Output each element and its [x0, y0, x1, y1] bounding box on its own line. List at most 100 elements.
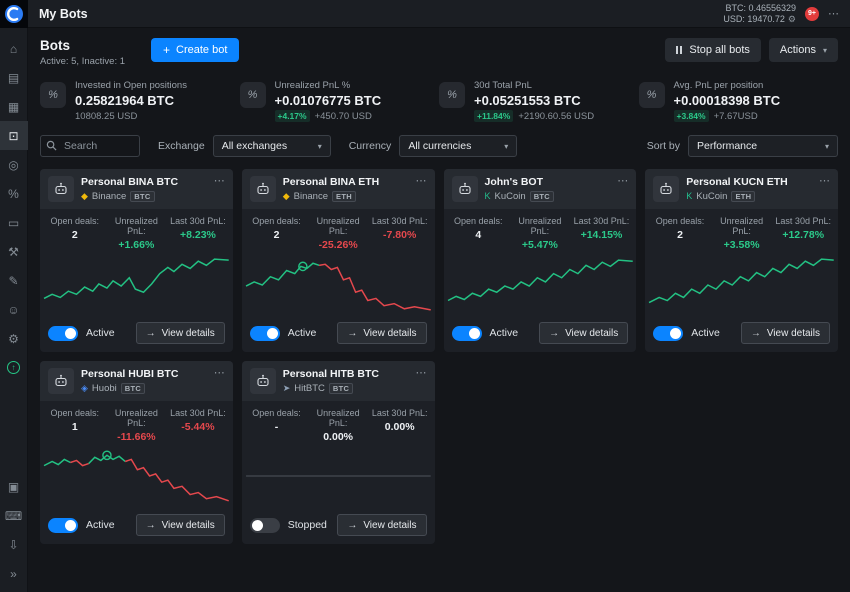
stat-label: 30d Total PnL — [474, 80, 532, 91]
sidebar-item-downloads[interactable]: ⇩ — [0, 530, 28, 559]
stat-usd-value: +7.67USD — [713, 110, 758, 122]
percent-icon: % — [239, 82, 266, 108]
sidebar-item-tools[interactable]: ⚒ — [0, 237, 28, 266]
open-deals-value: - — [274, 421, 279, 433]
balance-settings-gear-icon[interactable]: ⚙ — [787, 13, 796, 24]
bot-card-footer: Active → View details — [242, 315, 435, 352]
unrealized-pnl-value: +3.58% — [723, 239, 760, 251]
unrealized-pnl-label: Unrealized PnL: — [316, 408, 360, 428]
plus-icon: + — [163, 43, 171, 57]
actions-dropdown-button[interactable]: Actions ▾ — [768, 38, 838, 62]
sort-by-select[interactable]: Performance ▾ — [688, 135, 838, 157]
unrealized-pnl-value: -11.66% — [117, 431, 156, 443]
view-details-button[interactable]: → View details — [740, 322, 830, 344]
sidebar-item-home[interactable]: ⌂ — [0, 34, 28, 63]
open-deals-label: Open deals: — [50, 216, 100, 226]
card-more-menu[interactable]: ⋯ — [415, 367, 427, 379]
stat-usd-line: 10808.25 USD — [75, 110, 187, 122]
sidebar-item-smart-trade[interactable]: ◎ — [0, 150, 28, 179]
card-more-menu[interactable]: ⋯ — [415, 175, 427, 187]
view-details-button[interactable]: → View details — [135, 322, 225, 344]
portfolio-icon: ▭ — [7, 215, 20, 230]
sidebar-item-apps-grid[interactable]: ▦ — [0, 92, 28, 121]
arrow-right-icon: → — [750, 327, 761, 339]
exchange-name: Binance — [91, 191, 127, 202]
bot-active-toggle[interactable] — [653, 325, 684, 341]
quote-currency-badge: BTC — [328, 383, 354, 394]
view-details-button[interactable]: → View details — [337, 514, 427, 536]
arrow-right-icon: → — [549, 327, 560, 339]
view-details-button[interactable]: → View details — [539, 322, 629, 344]
stop-all-bots-button[interactable]: Stop all bots — [665, 38, 761, 62]
last-30d-pnl-label: Last 30d PnL: — [573, 216, 630, 226]
pnl-sparkline-chart — [645, 255, 838, 315]
bot-title-block: Personal BINA BTC ◆ Binance BTC — [81, 176, 178, 202]
notification-badge[interactable]: 9+ — [805, 6, 819, 21]
card-more-menu[interactable]: ⋯ — [213, 367, 225, 379]
sidebar-item-desktop-app[interactable]: ▣ — [0, 472, 28, 501]
usd-balance: USD: 19470.72 ⚙ — [723, 13, 796, 24]
unrealized-pnl-value: +5.47% — [521, 239, 558, 251]
open-deals-value: 2 — [273, 229, 280, 241]
bot-avatar — [451, 176, 478, 202]
bot-active-toggle[interactable] — [249, 517, 280, 533]
bot-avatar — [653, 176, 680, 202]
robot-icon — [55, 182, 67, 195]
bot-active-toggle[interactable] — [451, 325, 482, 341]
bot-name: Personal KUCN ETH — [686, 176, 788, 188]
sidebar-item-community[interactable]: ⌨ — [0, 501, 28, 530]
open-deals-label: Open deals: — [454, 216, 503, 226]
sidebar-item-portfolio[interactable]: ▭ — [0, 208, 28, 237]
robot-icon — [257, 374, 269, 387]
topbar-more-menu[interactable]: ⋯ — [828, 8, 840, 20]
view-details-button[interactable]: → View details — [337, 322, 427, 344]
bot-card: John's BOT K KuCoin BTC ⋯ Open deals: 4 … — [443, 169, 637, 352]
bot-cards-grid: Personal BINA BTC ◆ Binance BTC ⋯ Open d… — [40, 169, 838, 544]
create-bot-button[interactable]: + Create bot — [151, 38, 240, 62]
sidebar-item-upgrade[interactable]: ↑ — [0, 353, 28, 382]
bot-exchange-row: ◈ Huobi BTC — [81, 383, 178, 394]
sidebar-item-analytics[interactable]: ▤ — [0, 63, 28, 92]
open-deals-col: Open deals: 1 — [44, 408, 106, 443]
sidebar-item-academy[interactable]: ✎ — [0, 266, 28, 295]
unrealized-pnl-value: -25.26% — [318, 239, 358, 251]
view-details-button[interactable]: → View details — [135, 514, 225, 536]
card-more-menu[interactable]: ⋯ — [213, 175, 225, 187]
unrealized-pnl-value: +1.66% — [118, 239, 155, 251]
bot-card-footer: Active → View details — [40, 507, 233, 544]
app-logo[interactable] — [0, 0, 28, 28]
filter-bar: Exchange All exchanges ▾ Currency All cu… — [40, 135, 838, 157]
exchange-icon: ➤ — [282, 383, 291, 393]
bots-heading: Bots — [40, 38, 70, 53]
bot-active-toggle[interactable] — [48, 325, 78, 341]
sidebar-item-signals[interactable]: % — [0, 179, 28, 208]
quote-currency-badge: ETH — [332, 191, 356, 202]
sidebar-item-settings[interactable]: ⚙ — [0, 324, 28, 353]
stat-label: Invested in Open positions — [75, 80, 187, 91]
arrow-right-icon: → — [145, 519, 156, 531]
bot-card-header: John's BOT K KuCoin BTC ⋯ — [443, 169, 637, 209]
toggle-knob — [266, 327, 278, 339]
percent-icon: % — [439, 82, 465, 108]
btc-balance: BTC: 0.46556329 — [725, 2, 796, 13]
bot-active-toggle[interactable] — [48, 517, 78, 533]
sidebar-item-bots[interactable]: ⊡ — [0, 121, 28, 150]
exchange-select[interactable]: All exchanges ▾ — [212, 135, 331, 157]
sidebar-item-expand-sidebar[interactable]: » — [0, 559, 28, 588]
currency-select[interactable]: All currencies ▾ — [399, 135, 518, 157]
header-actions: Stop all bots Actions ▾ — [665, 38, 838, 62]
bot-exchange-row: ➤ HitBTC BTC — [283, 383, 379, 394]
bot-card-stats: Open deals: 1 Unrealized PnL: -11.66% La… — [40, 401, 233, 447]
bot-active-toggle[interactable] — [249, 325, 280, 341]
stat-btc-value: +0.00018398 BTC — [673, 93, 781, 108]
sidebar-item-invite-friends[interactable]: ☺ — [0, 295, 28, 324]
unrealized-pnl-col: Unrealized PnL: -25.26% — [307, 216, 369, 251]
page-title: My Bots — [39, 6, 88, 21]
last-30d-pnl-label: Last 30d PnL: — [170, 216, 226, 226]
chevron-down-icon: ▾ — [822, 45, 827, 55]
bot-card-header: Personal BINA BTC ◆ Binance BTC ⋯ — [40, 169, 233, 209]
card-more-menu[interactable]: ⋯ — [617, 175, 629, 187]
card-more-menu[interactable]: ⋯ — [819, 175, 830, 187]
robot-icon — [257, 182, 269, 195]
search-input[interactable] — [40, 135, 140, 157]
